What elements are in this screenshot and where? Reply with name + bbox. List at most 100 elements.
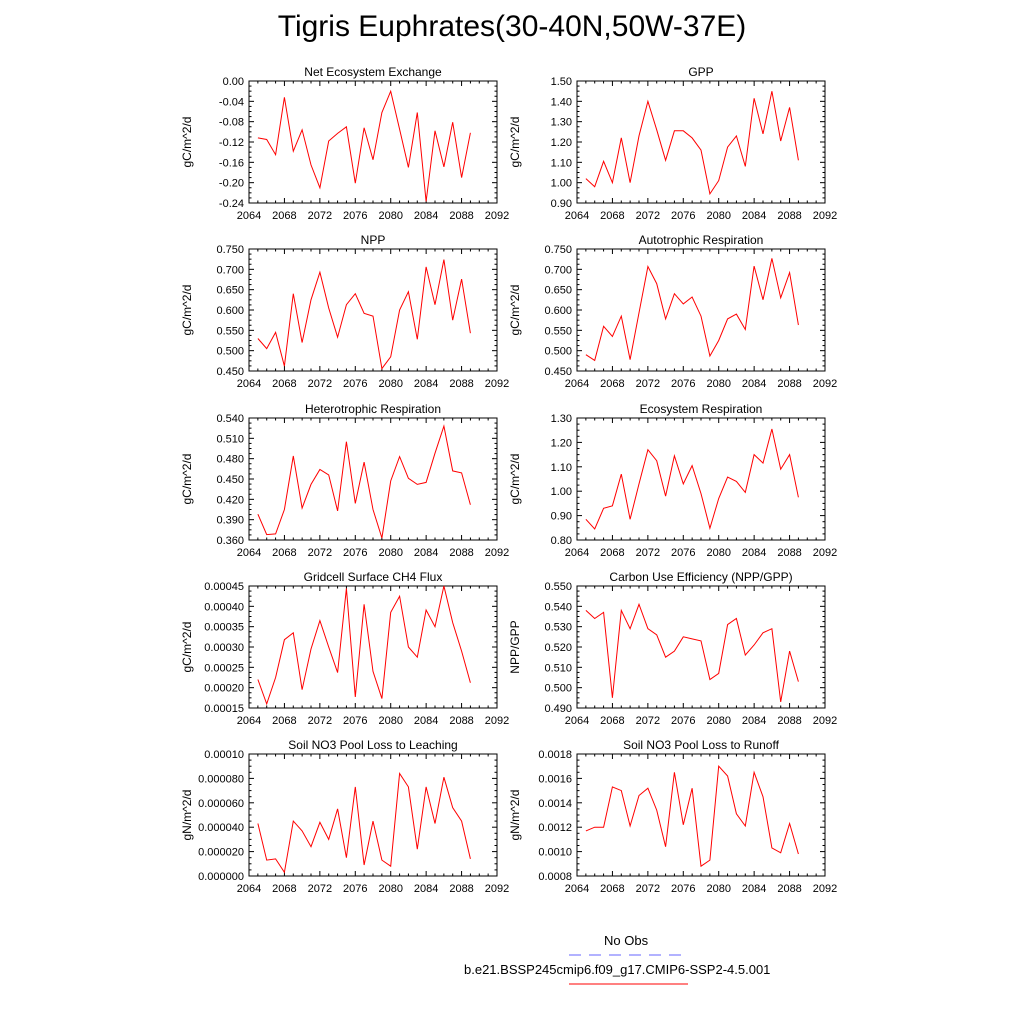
series-line — [257, 585, 471, 706]
x-tick-label: 2072 — [308, 210, 332, 222]
y-tick-label: 0.650 — [216, 285, 244, 297]
x-tick-label: 2092 — [485, 210, 509, 222]
y-axis-label: gC/m^2/d — [180, 117, 194, 168]
x-tick-label: 2072 — [636, 715, 660, 727]
y-tick-label: 0.00035 — [204, 622, 244, 634]
y-tick-label: 0.00010 — [204, 749, 244, 761]
x-tick-label: 2068 — [600, 547, 624, 559]
y-tick-label: 0.90 — [551, 511, 572, 523]
x-tick-label: 2084 — [742, 210, 766, 222]
panel-title: Soil NO3 Pool Loss to Runoff — [623, 738, 780, 752]
y-axis-label: gN/m^2/d — [180, 790, 194, 841]
y-tick-label: 0.420 — [216, 494, 244, 506]
x-tick-label: 2092 — [485, 715, 509, 727]
y-tick-label: 0.390 — [216, 515, 244, 527]
y-tick-label: -0.20 — [219, 178, 244, 190]
y-tick-label: 0.0012 — [538, 822, 572, 834]
y-tick-label: 0.540 — [544, 601, 572, 613]
x-tick-label: 2064 — [237, 715, 261, 727]
x-tick-label: 2068 — [272, 715, 296, 727]
x-tick-label: 2072 — [308, 547, 332, 559]
plot-frame — [576, 248, 826, 372]
x-tick-label: 2084 — [414, 883, 438, 895]
x-tick-label: 2080 — [378, 378, 402, 390]
panel-title: NPP — [361, 233, 386, 247]
y-tick-label: 0.000020 — [198, 847, 244, 859]
y-tick-label: 0.450 — [544, 366, 572, 378]
y-tick-label: 0.540 — [216, 413, 244, 425]
y-axis-label: gC/m^2/d — [180, 622, 194, 673]
panel-7: Gridcell Surface CH4 Flux gC/m^2/d 2064 206… — [180, 570, 509, 727]
plot-frame — [576, 753, 826, 877]
x-tick-label: 2088 — [449, 883, 473, 895]
plot-frame — [576, 585, 826, 709]
x-tick-label: 2080 — [378, 210, 402, 222]
x-tick-label: 2064 — [565, 715, 589, 727]
x-tick-label: 2080 — [706, 715, 730, 727]
y-tick-label: 1.20 — [551, 137, 572, 149]
y-tick-label: 0.000040 — [198, 822, 244, 834]
x-tick-label: 2076 — [671, 715, 695, 727]
y-tick-label: 1.20 — [551, 437, 572, 449]
x-tick-label: 2068 — [272, 210, 296, 222]
y-tick-label: 0.00015 — [204, 703, 244, 715]
x-tick-label: 2084 — [742, 883, 766, 895]
panel-title: Soil NO3 Pool Loss to Leaching — [288, 738, 457, 752]
x-tick-label: 2088 — [777, 883, 801, 895]
y-tick-label: -0.04 — [219, 96, 244, 108]
x-tick-label: 2068 — [600, 210, 624, 222]
y-tick-label: 1.30 — [551, 117, 572, 129]
panel-title: GPP — [688, 65, 713, 79]
x-tick-label: 2072 — [636, 547, 660, 559]
y-tick-label: 0.700 — [544, 264, 572, 276]
x-tick-label: 2076 — [343, 715, 367, 727]
x-tick-label: 2080 — [706, 378, 730, 390]
x-tick-label: 2084 — [414, 210, 438, 222]
panel-title: Ecosystem Respiration — [640, 402, 763, 416]
x-tick-label: 2080 — [378, 715, 402, 727]
y-tick-label: 0.510 — [216, 433, 244, 445]
x-tick-label: 2076 — [343, 883, 367, 895]
y-tick-label: 0.480 — [216, 454, 244, 466]
x-tick-label: 2068 — [272, 378, 296, 390]
y-tick-label: 0.00045 — [204, 581, 244, 593]
panel-2: GPP gC/m^2/d 2064 2068 2072 2076 2080 2084 2088 2… — [508, 65, 837, 222]
y-axis-label: gC/m^2/d — [508, 285, 522, 336]
x-tick-label: 2088 — [449, 547, 473, 559]
x-tick-label: 2084 — [414, 378, 438, 390]
x-tick-label: 2092 — [485, 883, 509, 895]
y-tick-label: 0.490 — [544, 703, 572, 715]
y-tick-label: 0.600 — [544, 305, 572, 317]
x-tick-label: 2084 — [742, 715, 766, 727]
x-tick-label: 2076 — [671, 883, 695, 895]
y-tick-label: 0.750 — [544, 244, 572, 256]
x-tick-label: 2064 — [565, 883, 589, 895]
panel-title: Net Ecosystem Exchange — [304, 65, 442, 79]
y-axis-label: NPP/GPP — [508, 620, 522, 673]
panel-title: Carbon Use Efficiency (NPP/GPP) — [609, 570, 792, 584]
y-tick-label: 0.000080 — [198, 773, 244, 785]
x-tick-label: 2076 — [343, 547, 367, 559]
y-tick-label: 1.40 — [551, 96, 572, 108]
y-tick-label: 0.00040 — [204, 601, 244, 613]
y-tick-label: 0.360 — [216, 535, 244, 547]
x-tick-label: 2080 — [378, 883, 402, 895]
y-tick-label: 0.550 — [216, 325, 244, 337]
x-tick-label: 2092 — [485, 378, 509, 390]
series-line — [257, 259, 471, 370]
y-tick-label: 0.500 — [544, 346, 572, 358]
series-line — [257, 89, 471, 202]
panel-title: Heterotrophic Respiration — [305, 402, 441, 416]
y-tick-label: -0.08 — [219, 117, 244, 129]
y-tick-label: -0.16 — [219, 157, 244, 169]
panel-6: Ecosystem Respiration gC/m^2/d 2064 2068 207… — [508, 402, 837, 559]
x-tick-label: 2068 — [272, 883, 296, 895]
y-tick-label: 0.0016 — [538, 773, 572, 785]
x-tick-label: 2068 — [600, 883, 624, 895]
x-tick-label: 2084 — [414, 715, 438, 727]
y-tick-label: 0.530 — [544, 622, 572, 634]
y-tick-label: 0.500 — [544, 683, 572, 695]
y-tick-label: 0.600 — [216, 305, 244, 317]
panel-5: Heterotrophic Respiration gC/m^2/d 2064 206… — [180, 402, 509, 559]
series-line — [585, 602, 799, 702]
